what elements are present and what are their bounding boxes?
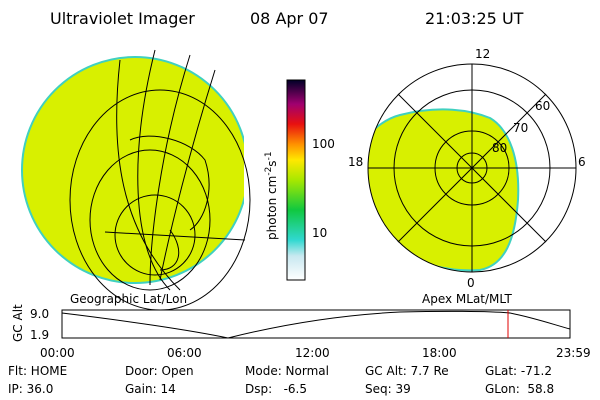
time: 21:03:25 UT [425,9,524,28]
header: Ultraviolet Imager 08 Apr 07 21:03:25 UT [50,9,524,28]
colorbar-label: photon cm-2s-1 [264,151,279,240]
info-cell: GLat: -71.2 [485,364,552,378]
altitude-plot: GC Alt 9.0 1.9 00:00 06:00 12:00 18:00 2… [11,304,591,360]
y-tick-label: 1.9 [30,328,49,342]
colorbar: 100 10 photon cm-2s-1 [264,79,335,281]
polar-image: 12 18 6 0 60 70 80 [348,47,586,290]
info-cell: Door: Open [125,364,194,378]
right-caption: Apex MLat/MLT [422,292,512,306]
y-tick-label: 9.0 [30,307,49,321]
y-axis-label: GC Alt [11,304,25,342]
info-cell: Mode: Normal [245,364,329,378]
mlt-label: 18 [348,155,363,169]
info-cell: Seq: 39 [365,382,411,396]
mlt-label: 0 [467,276,475,290]
x-tick-label: 06:00 [167,346,202,360]
mlat-label: 80 [492,141,507,155]
title: Ultraviolet Imager [50,9,195,28]
label-sup: -2 [264,167,274,176]
info-cell: Gain: 14 [125,382,176,396]
x-tick-label: 18:00 [422,346,457,360]
label-text: s [265,160,279,166]
info-table: Flt: HOME Door: Open Mode: Normal GC Alt: 7… [8,364,554,396]
geographic-image [21,49,251,311]
mlat-label: 70 [513,121,528,135]
date: 08 Apr 07 [250,9,329,28]
info-cell: Dsp: -6.5 [245,382,307,396]
info-cell: Flt: HOME [8,364,67,378]
label-sup: -1 [264,151,274,160]
info-cell: GC Alt: 7.7 Re [365,364,449,378]
info-cell: IP: 36.0 [8,382,53,396]
left-caption: Geographic Lat/Lon [70,292,187,306]
label-text: photon cm [265,176,279,240]
colorbar-tick: 10 [312,226,327,240]
x-tick-label: 00:00 [40,346,75,360]
x-tick-label: 23:59 [556,346,591,360]
colorbar-tick: 100 [312,137,335,151]
mlat-label: 60 [535,99,550,113]
info-cell: GLon: 58.8 [485,382,554,396]
mlt-label: 12 [475,47,490,61]
mlt-label: 6 [578,155,586,169]
x-tick-label: 12:00 [295,346,330,360]
